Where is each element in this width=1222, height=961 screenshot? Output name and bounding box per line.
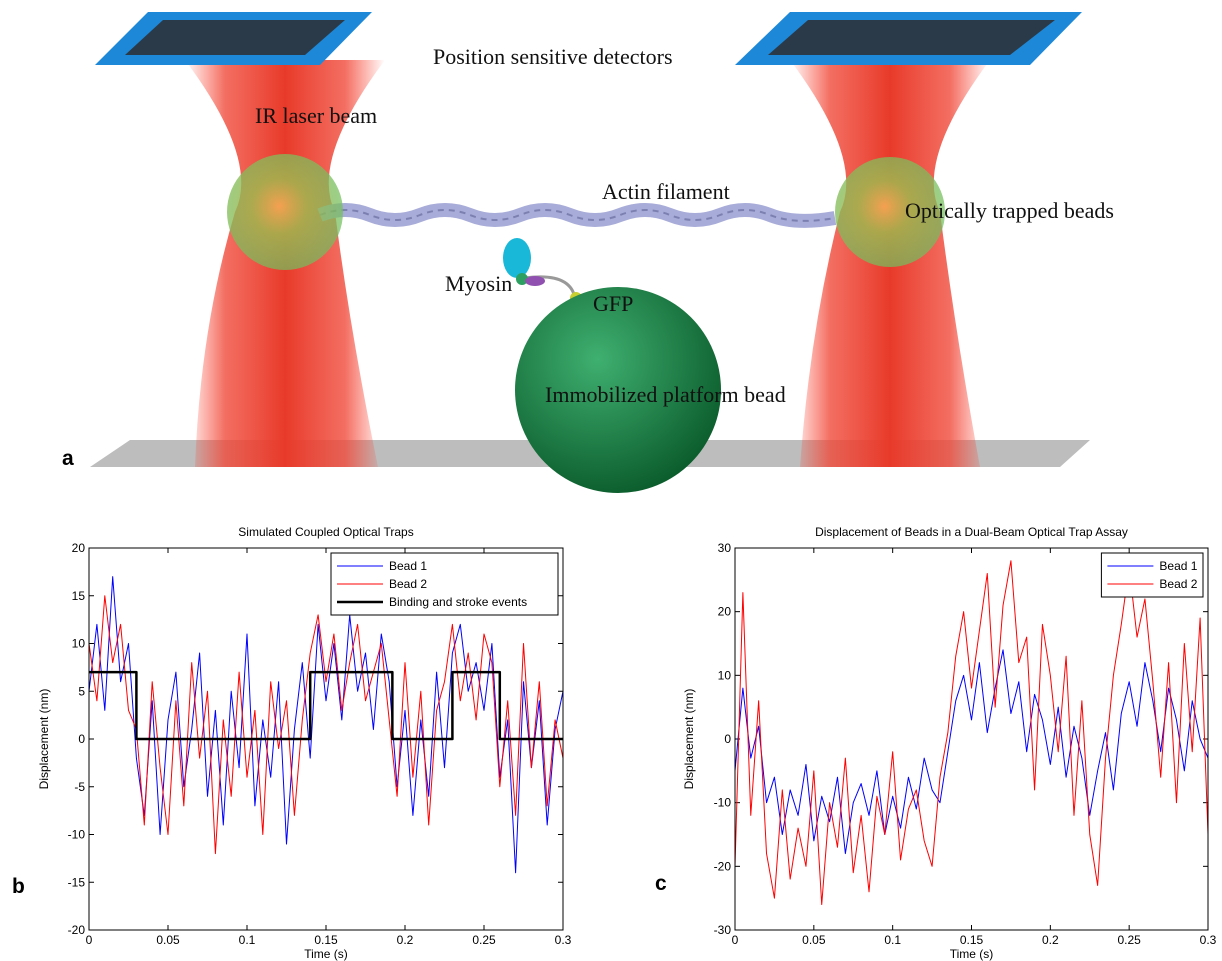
series-line (734, 649, 1209, 855)
y-tick-label: 20 (718, 605, 732, 619)
x-tick-label: 0.2 (397, 933, 414, 947)
y-tick-label: 0 (724, 732, 731, 746)
x-tick-label: 0.15 (960, 933, 984, 947)
x-tick-label: 0.15 (314, 933, 338, 947)
y-tick-label: -30 (714, 923, 732, 937)
myosin-part (525, 276, 545, 286)
label: Actin filament (602, 179, 730, 204)
x-tick-label: 0.2 (1042, 933, 1059, 947)
legend-label: Bead 2 (1159, 577, 1197, 591)
panel-label: b (12, 875, 25, 898)
chart-title: Simulated Coupled Optical Traps (238, 525, 413, 539)
label: Myosin (445, 271, 512, 296)
x-tick-label: 0.1 (239, 933, 256, 947)
panel-label: a (62, 447, 74, 470)
y-tick-label: 10 (72, 637, 86, 651)
legend-label: Bead 1 (1159, 559, 1197, 573)
y-tick-label: -10 (714, 796, 732, 810)
y-tick-label: 10 (718, 668, 732, 682)
myosin-part (516, 273, 528, 285)
y-tick-label: -5 (74, 780, 85, 794)
legend-label: Bead 2 (389, 577, 427, 591)
y-tick-label: -20 (68, 923, 86, 937)
actin-texture (319, 209, 836, 222)
diagram: Position sensitive detectors IR laser be… (62, 12, 1114, 493)
detector-face (768, 20, 1055, 55)
y-tick-label: 0 (78, 732, 85, 746)
x-tick-label: 0.3 (555, 933, 572, 947)
plot-frame (734, 547, 1209, 931)
y-tick-label: -10 (68, 828, 86, 842)
x-tick-label: 0 (732, 933, 739, 947)
x-tick-label: 0 (86, 933, 93, 947)
y-axis-label: Displacement (nm) (37, 689, 51, 790)
x-axis-label: Time (s) (304, 947, 348, 961)
panel-label: c (655, 872, 667, 895)
label: Position sensitive detectors (433, 44, 673, 69)
series-line (88, 576, 564, 874)
plot-area (735, 548, 1208, 930)
label: Immobilized platform bead (545, 382, 786, 407)
detector-face (125, 20, 345, 55)
x-axis-label: Time (s) (950, 947, 994, 961)
chart-title: Displacement of Beads in a Dual-Beam Opt… (815, 525, 1128, 539)
x-tick-label: 0.1 (884, 933, 901, 947)
y-tick-label: -20 (714, 859, 732, 873)
x-tick-label: 0.05 (156, 933, 180, 947)
y-tick-label: 15 (72, 589, 86, 603)
chart: Displacement of Beads in a Dual-Beam Opt… (655, 525, 1217, 961)
x-tick-label: 0.25 (1117, 933, 1141, 947)
legend-box (1100, 552, 1204, 598)
x-tick-label: 0.3 (1200, 933, 1217, 947)
y-tick-label: 20 (72, 541, 86, 555)
chart: Simulated Coupled Optical Traps Time (s) D… (12, 525, 572, 961)
x-tick-label: 0.05 (802, 933, 826, 947)
label: Optically trapped beads (905, 198, 1114, 223)
series-line (89, 670, 563, 741)
legend-label: Binding and stroke events (389, 595, 527, 609)
legend: Bead 1 Bead 2 Binding and stroke events (330, 552, 559, 616)
trapped-bead (835, 157, 945, 267)
platform-bead (515, 287, 721, 493)
legend-label: Bead 1 (389, 559, 427, 573)
legend: Bead 1 Bead 2 (1100, 552, 1204, 598)
y-tick-label: -15 (68, 875, 86, 889)
y-tick-label: 5 (78, 684, 85, 698)
myosin-head (503, 238, 531, 278)
label: GFP (593, 291, 633, 316)
y-axis-label: Displacement (nm) (682, 689, 696, 790)
plot-frame (88, 547, 564, 931)
y-tick-label: 30 (718, 541, 732, 555)
series-line (88, 595, 564, 855)
x-tick-label: 0.25 (472, 933, 496, 947)
label: IR laser beam (255, 103, 377, 128)
trapped-bead (227, 154, 343, 270)
